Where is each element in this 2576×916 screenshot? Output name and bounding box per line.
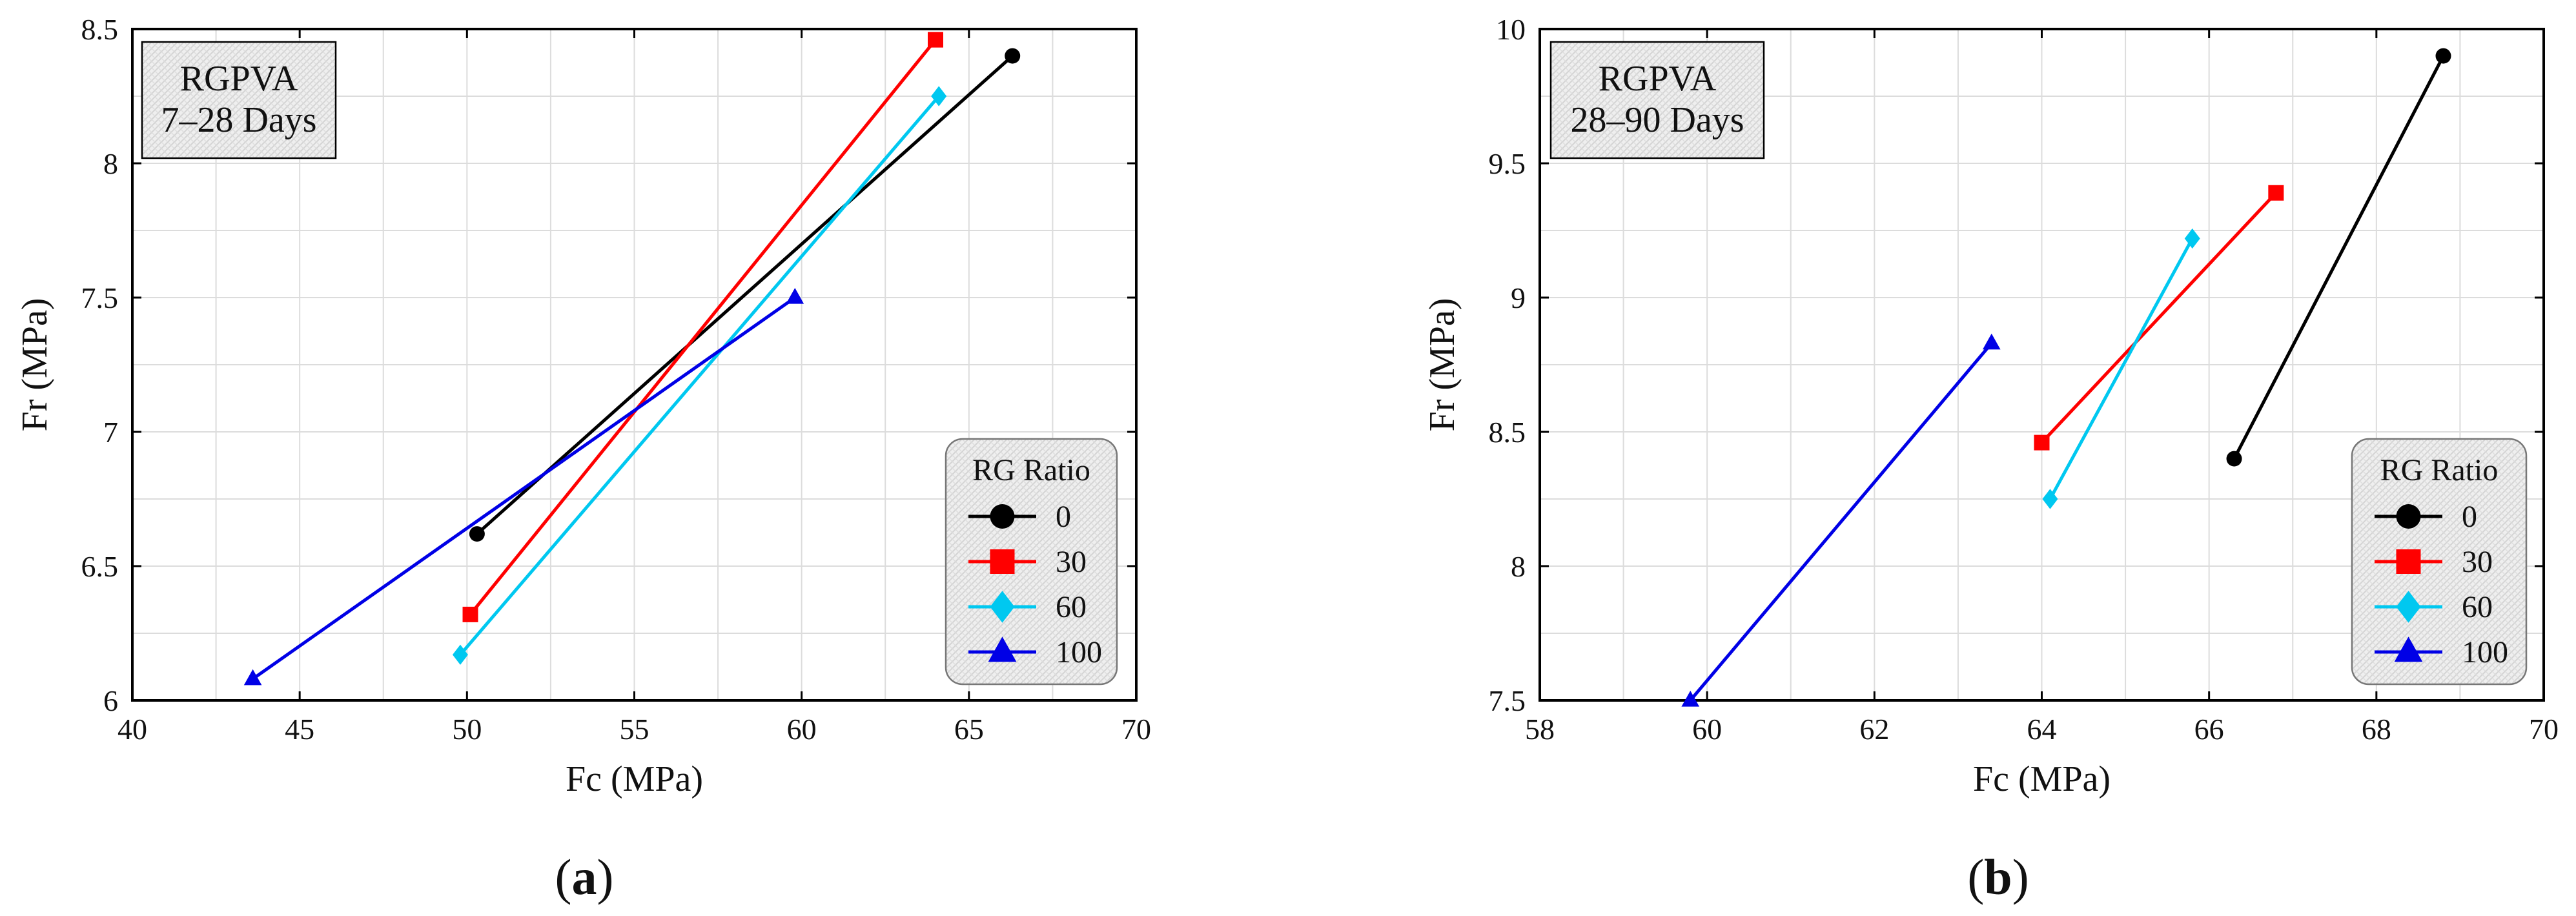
panel-a-series-line-60: [459, 95, 941, 656]
panel-a-series-30: [462, 32, 943, 622]
panel-a-series-line-0: [476, 54, 1014, 535]
panel-a-data-point-60: [452, 644, 468, 665]
panel-b-data-point-100: [1982, 333, 2001, 350]
panel-a-series-line-100: [252, 296, 796, 680]
panel-b-series-0: [2226, 48, 2451, 467]
panel-a-x-tick-label: 45: [285, 713, 314, 746]
panel-a-data-point-60: [931, 86, 947, 107]
panel-b-series-line-30: [2040, 192, 2278, 444]
panel-a-label: (a): [555, 849, 614, 905]
panel-a-data-point-100: [243, 669, 262, 686]
panel-b-y-tick-label: 8.5: [1489, 416, 1526, 449]
panel-a-annotation-box: [141, 41, 337, 159]
panel-a-x-tick-label: 55: [620, 713, 649, 746]
panel-a-annotation-line: 7–28 Days: [161, 100, 316, 140]
panel-b-series-100: [1681, 333, 2001, 707]
panel-b-annotation-line: 28–90 Days: [1570, 100, 1744, 140]
panel-a-legend-entry-60: 60: [1056, 590, 1087, 624]
panel-b-legend-entry-0: 0: [2462, 500, 2477, 534]
panel-a-series-100: [243, 288, 804, 686]
panel-a-legend-entry-100: 100: [1056, 635, 1102, 669]
panel-b-series-line-100: [1689, 342, 1993, 702]
panel-a-y-tick-label: 6.5: [81, 550, 119, 583]
panel-b-x-tick-label: 70: [2529, 713, 2559, 746]
panel-b-series-line-0: [2233, 55, 2445, 460]
panel-a-legend-entry-0: 0: [1056, 500, 1071, 534]
panel-b-chart: 58 60 62 64 66 68 70 7.5 8 8.5 9 9.5 10 Fc (MPa) Fr (M…: [1422, 13, 2559, 905]
panel-b-annotation-line: RGPVA: [1599, 59, 1717, 99]
panel-b-data-point-30: [2268, 185, 2284, 201]
panel-b-x-axis-label: Fc (MPa): [1973, 759, 2111, 799]
panel-b-y-tick-label: 9: [1511, 281, 1526, 314]
panel-a-data-point-0: [469, 526, 485, 542]
panel-a-data-point-100: [786, 288, 804, 304]
panel-b-legend-marker-100: [2394, 636, 2423, 662]
panel-a-legend-marker-0: [990, 504, 1015, 529]
panel-b-x-tick-label: 64: [2027, 713, 2057, 746]
panel-a-y-axis-label: Fr (MPa): [15, 298, 55, 432]
panel-b-data-point-60: [2184, 228, 2200, 249]
panel-b-legend-marker-30: [2396, 549, 2421, 574]
panel-b-data-point-100: [1681, 691, 1700, 707]
panel-a-y-tick-label: 8.5: [81, 13, 119, 46]
panel-b-y-axis-label: Fr (MPa): [1422, 298, 1462, 432]
panel-a-data-point-30: [928, 32, 943, 48]
panel-a-y-tick-label: 7.5: [81, 281, 119, 314]
panel-b-series-30: [2034, 185, 2284, 451]
panel-a-legend-entry-30: 30: [1056, 545, 1087, 579]
panel-a-x-tick-label: 70: [1121, 713, 1151, 746]
panel-a-y-tick-label: 8: [103, 147, 118, 180]
panel-b-legend-marker-0: [2396, 504, 2421, 529]
panel-a-series-60: [452, 86, 947, 665]
panel-b-x-tick-label: 66: [2194, 713, 2224, 746]
panel-a-data-point-0: [1005, 48, 1021, 64]
panel-a-data-point-30: [462, 606, 478, 622]
panel-b-annotation-box: [1549, 41, 1765, 159]
panel-b-y-tick-label: 10: [1496, 13, 1526, 46]
panel-b-data-point-0: [2435, 48, 2451, 64]
panel-b-legend-entry-100: 100: [2462, 635, 2508, 669]
panel-b-legend-entry-60: 60: [2462, 590, 2493, 624]
panel-b-data-point-60: [2042, 489, 2058, 509]
panel-a-chart: 40 45 50 55 60 65 70 6 6.5 7 7.5 8 8.5 Fc (MPa) Fr (MP…: [15, 13, 1151, 905]
panel-a-series-line-30: [469, 39, 937, 616]
panel-b-x-tick-label: 58: [1525, 713, 1555, 746]
panel-a-annotation-line: RGPVA: [180, 59, 298, 99]
panel-a-series-0: [469, 48, 1021, 542]
panel-b-series-line-60: [2049, 238, 2194, 500]
panel-a-x-tick-label: 60: [787, 713, 817, 746]
panel-a-x-axis-label: Fc (MPa): [566, 759, 703, 799]
panel-b-x-tick-label: 62: [1859, 713, 1889, 746]
panel-b-data-point-30: [2034, 434, 2050, 451]
panel-b-legend-entry-30: 30: [2462, 545, 2493, 579]
panel-a-y-tick-label: 7: [103, 416, 118, 449]
panel-a-y-tick-label: 6: [103, 684, 118, 717]
panel-a-legend: RG Ratio 0 30 60 100: [945, 438, 1118, 686]
panel-a-x-tick-label: 65: [954, 713, 984, 746]
panel-b-data-point-0: [2226, 451, 2242, 467]
panel-b-legend-title: RG Ratio: [2380, 453, 2499, 487]
panel-b-y-tick-label: 8: [1511, 550, 1526, 583]
panel-b-legend: RG Ratio 0 30 60 100: [2351, 438, 2528, 686]
panel-a-legend-marker-100: [988, 636, 1017, 662]
panel-b-legend-marker-60: [2396, 591, 2421, 623]
panel-a-legend-title: RG Ratio: [972, 453, 1090, 487]
panel-a-legend-marker-60: [990, 591, 1015, 623]
panel-a-x-tick-label: 40: [118, 713, 147, 746]
panel-a-x-tick-label: 50: [452, 713, 482, 746]
panel-b-y-tick-label: 9.5: [1489, 147, 1526, 180]
panel-a-legend-marker-30: [990, 549, 1015, 574]
panel-b-x-tick-label: 68: [2362, 713, 2391, 746]
panel-b-series-60: [2042, 228, 2200, 509]
panel-b-x-tick-label: 60: [1692, 713, 1722, 746]
panel-b-y-tick-label: 7.5: [1489, 684, 1526, 717]
panel-b-label: (b): [1967, 849, 2029, 905]
